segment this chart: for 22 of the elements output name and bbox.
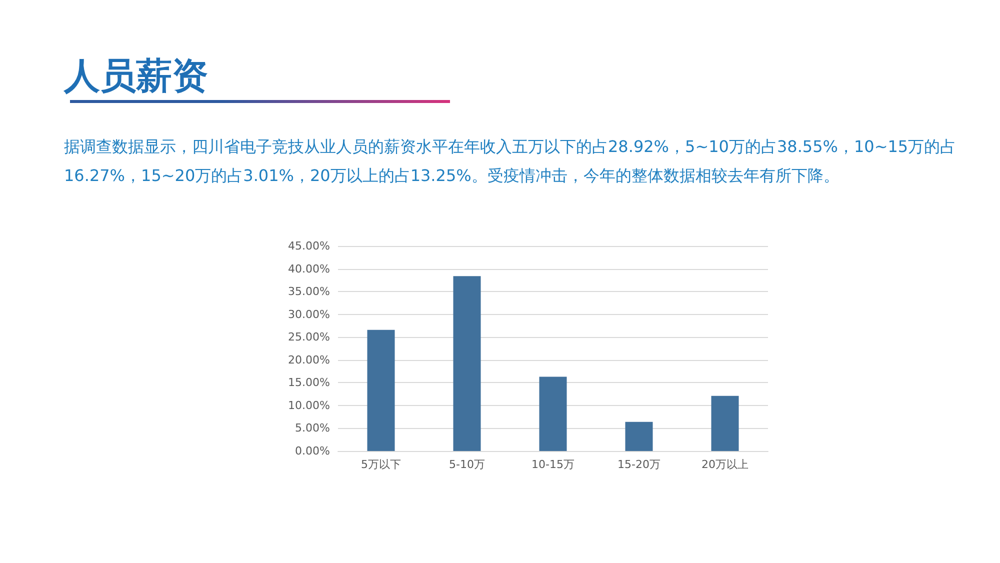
y-tick-label: 20.00% [288,353,330,366]
chart-title: 人员薪资 [64,55,208,99]
bar [539,376,567,451]
y-tick-label: 0.00% [295,444,330,458]
y-tick-label: 45.00% [288,240,330,252]
bar [625,422,653,451]
y-tick-label: 5.00% [295,422,330,435]
y-tick-label: 30.00% [288,308,330,321]
y-tick-label: 35.00% [288,285,330,298]
x-tick-label: 15-20万 [618,458,660,471]
bar [367,330,395,451]
bar [453,276,481,451]
y-tick-label: 15.00% [288,376,330,390]
chart-subtitle: 据调查数据显示，四川省电子竞技从业人员的薪资水平在年收入五万以下的占28.92%，5~10万的占38.55%，10~15万的占16.27%，15~20万的占3.01%，20万以上的占13.25%。受疫情冲击，今年的整体数据相较去年有所下降。 [64,136,958,187]
y-tick-label: 40.00% [288,262,330,276]
x-tick-label: 20万以上 [702,458,748,471]
y-tick-label: 25.00% [288,330,330,344]
x-tick-label: 5万以下 [361,458,401,471]
x-tick-label: 5-10万 [449,458,485,471]
x-tick-label: 10-15万 [532,458,574,471]
bar [711,396,739,451]
y-tick-label: 10.00% [288,398,330,412]
